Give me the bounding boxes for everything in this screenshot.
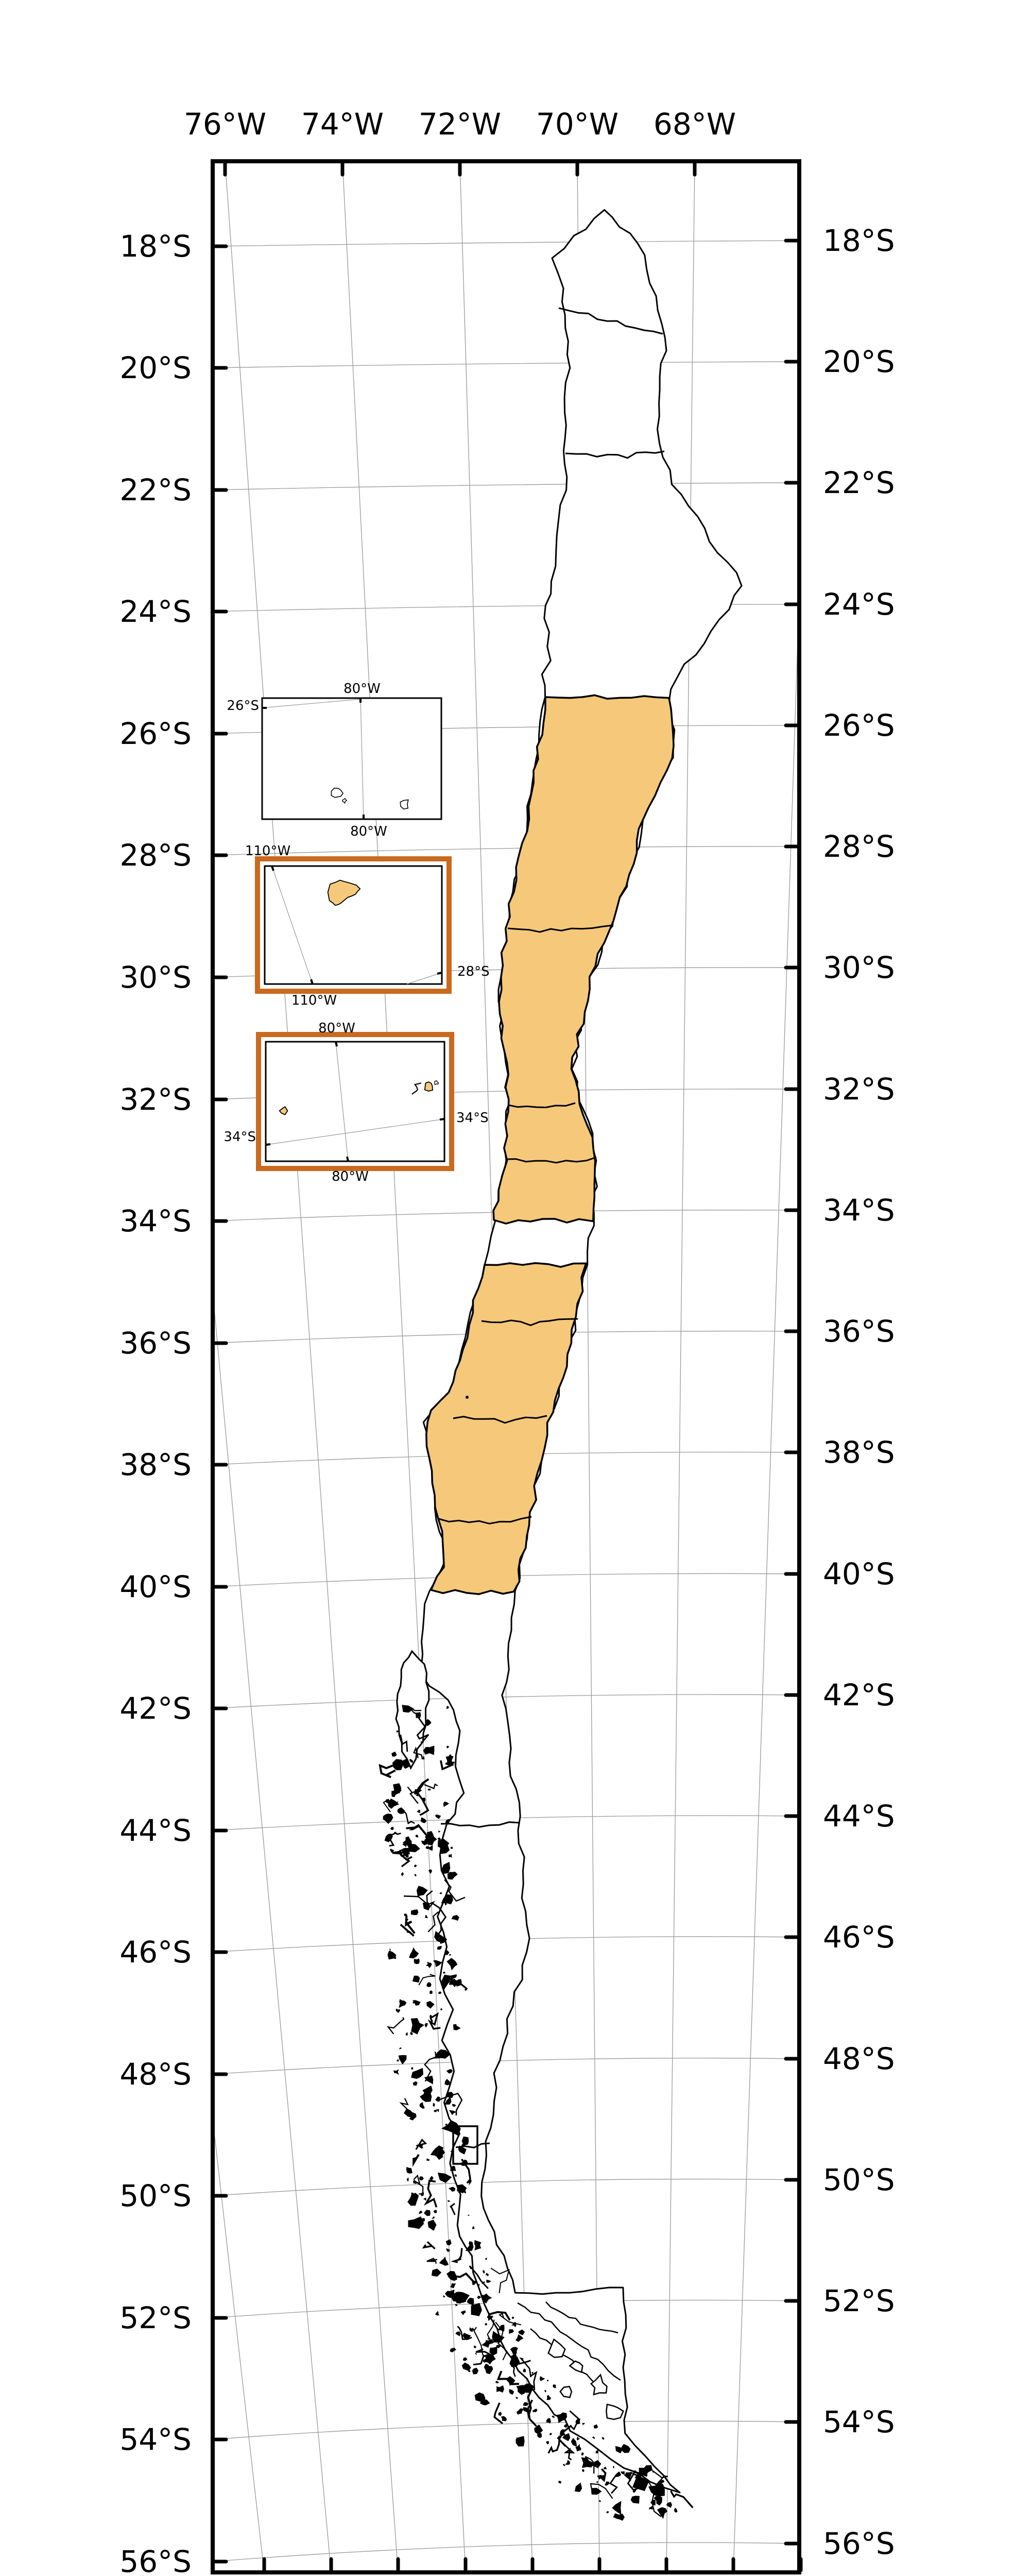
- lat-label-left: 36°S: [119, 1326, 192, 1361]
- juan-fernandez-inset-frame: [265, 1041, 445, 1162]
- lon-label-top: 74°W: [301, 107, 384, 142]
- insets: [255, 697, 454, 1171]
- lat-label-right: 34°S: [823, 1193, 895, 1228]
- lat-label-right: 22°S: [823, 465, 895, 500]
- desventuradas-islands-inset-label-top: 80°W: [343, 681, 381, 697]
- lat-label-left: 50°S: [119, 2178, 192, 2213]
- lat-label-left: 26°S: [119, 716, 192, 751]
- desventuradas-islands-inset-label-bottom: 80°W: [350, 824, 387, 839]
- desventuradas-islands-inset-label-left: 26°S: [227, 698, 259, 714]
- lat-label-left: 40°S: [119, 1569, 192, 1604]
- lon-label-top: 70°W: [536, 107, 619, 142]
- lat-label-left: 38°S: [119, 1447, 192, 1482]
- alejandro-selkirk-island: [279, 1106, 288, 1115]
- lat-label-left: 34°S: [119, 1204, 192, 1239]
- lat-label-right: 32°S: [823, 1072, 895, 1107]
- juan-fernandez-inset-label-top: 80°W: [318, 1021, 355, 1036]
- lat-label-left: 18°S: [119, 229, 192, 264]
- map-frame: [211, 159, 801, 2574]
- robinson-crusoe-island: [424, 1081, 433, 1092]
- lon-label-top: 68°W: [653, 107, 736, 142]
- lat-label-right: 50°S: [823, 2162, 895, 2197]
- easter-inset-frame: [264, 865, 443, 985]
- lat-label-left: 44°S: [119, 1813, 192, 1848]
- lat-label-right: 38°S: [823, 1435, 895, 1470]
- juan-fernandez-inset-label-right: 34°S: [456, 1110, 489, 1126]
- lat-label-right: 28°S: [823, 829, 895, 864]
- lat-label-left: 52°S: [119, 2300, 192, 2335]
- region-boundaries: [438, 307, 665, 2148]
- san-felix-island: [331, 787, 343, 798]
- lat-label-right: 24°S: [823, 587, 895, 622]
- lat-label-left: 48°S: [119, 2057, 192, 2092]
- lat-label-left: 30°S: [119, 960, 192, 995]
- lat-label-left: 42°S: [119, 1691, 192, 1726]
- lat-label-left: 46°S: [119, 1935, 192, 1970]
- lat-label-left: 20°S: [119, 350, 192, 385]
- lat-label-right: 42°S: [823, 1677, 895, 1713]
- patagonian-fjords: [379, 1396, 694, 2521]
- lat-label-right: 26°S: [823, 708, 895, 743]
- highlighted-region-group-north: [492, 694, 675, 1225]
- easter-island-inset-label-right: 28°S: [457, 964, 490, 979]
- juan-fernandez-inset-outer-frame: [256, 1032, 454, 1171]
- easter-island-inset-label-bottom: 110°W: [291, 993, 337, 1008]
- desventuradas-inset-frame: [261, 697, 442, 820]
- highlighted-regions: [425, 694, 675, 1595]
- lat-label-left: 56°S: [119, 2544, 192, 2576]
- lat-label-right: 20°S: [823, 344, 895, 379]
- lat-label-left: 22°S: [119, 472, 192, 507]
- juan-fernandez-inset-label-bottom: 80°W: [332, 1169, 369, 1184]
- lat-label-right: 18°S: [823, 223, 895, 258]
- lat-label-right: 56°S: [823, 2526, 895, 2561]
- lat-label-left: 54°S: [119, 2422, 192, 2457]
- juan-fernandez-inset-label-left: 34°S: [224, 1129, 256, 1145]
- lon-label-top: 76°W: [183, 107, 267, 142]
- map-area: [213, 161, 799, 2572]
- lat-label-left: 32°S: [119, 1082, 192, 1117]
- lat-label-right: 40°S: [823, 1556, 895, 1591]
- lat-label-right: 36°S: [823, 1314, 895, 1349]
- lat-label-left: 28°S: [119, 838, 192, 873]
- lat-label-right: 48°S: [823, 2041, 895, 2076]
- easter-island-inset-label-top: 110°W: [245, 843, 291, 859]
- easter-island: [327, 879, 361, 906]
- lat-label-right: 30°S: [823, 950, 895, 985]
- easter-inset-outer-frame: [255, 856, 452, 994]
- highlighted-region-group-south: [425, 1262, 587, 1595]
- lat-label-right: 52°S: [823, 2283, 895, 2318]
- lat-label-right: 46°S: [823, 1920, 895, 1955]
- study-area-box: [452, 2125, 478, 2165]
- lat-label-right: 44°S: [823, 1799, 895, 1834]
- axis-ticks: [213, 161, 803, 2572]
- san-ambrosio-island: [400, 799, 409, 810]
- lake-dot: [466, 1396, 469, 1399]
- lat-label-left: 24°S: [119, 594, 192, 629]
- lon-label-top: 72°W: [418, 107, 502, 142]
- lat-label-right: 54°S: [823, 2404, 895, 2439]
